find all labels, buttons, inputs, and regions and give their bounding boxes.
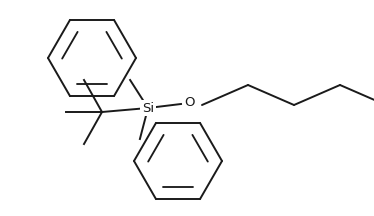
Text: Si: Si [142,102,154,114]
Text: O: O [185,97,195,110]
